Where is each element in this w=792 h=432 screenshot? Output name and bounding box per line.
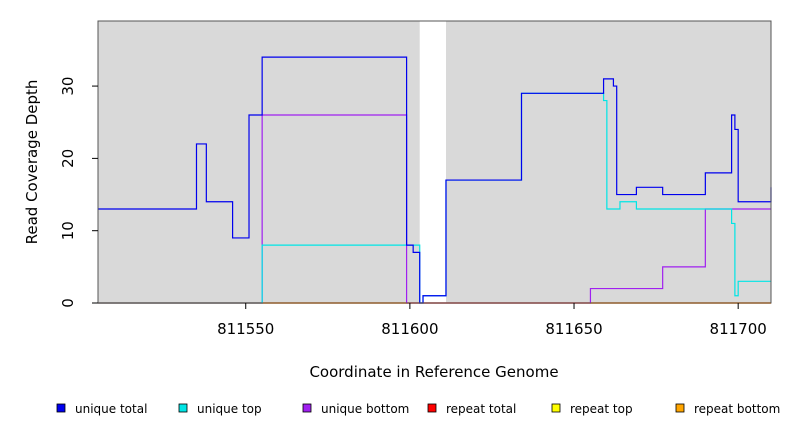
legend-swatch xyxy=(56,403,66,413)
legend-label: repeat top xyxy=(570,402,633,416)
x-tick-label: 811600 xyxy=(381,320,438,338)
legend-label: unique total xyxy=(75,402,147,416)
plot-bg-segment-0 xyxy=(98,21,420,303)
series-line-unique-total xyxy=(98,56,772,304)
legend-item-repeat-total: repeat total xyxy=(427,402,516,416)
legend-label: repeat bottom xyxy=(694,402,780,416)
y-tick-label: 20 xyxy=(59,149,77,168)
x-tick-label: 811550 xyxy=(217,320,274,338)
legend-swatch xyxy=(178,403,188,413)
legend-swatch xyxy=(427,403,437,413)
legend-swatch xyxy=(302,403,312,413)
y-tick-label: 0 xyxy=(59,298,77,308)
plot-frame xyxy=(97,20,772,304)
legend-item-repeat-top: repeat top xyxy=(551,402,633,416)
legend: unique total unique top unique bottom repea… xyxy=(56,402,780,416)
plot-background xyxy=(98,21,771,303)
legend-label: unique top xyxy=(197,402,262,416)
legend-swatch xyxy=(675,403,685,413)
x-axis: 811550 811600 811650 811700 xyxy=(217,303,767,338)
legend-item-unique-total: unique total xyxy=(56,402,147,416)
x-axis-title: Coordinate in Reference Genome xyxy=(309,363,558,381)
legend-label: unique bottom xyxy=(321,402,409,416)
x-tick-label: 811650 xyxy=(545,320,602,338)
y-tick-label: 10 xyxy=(59,221,77,240)
x-tick-label: 811700 xyxy=(710,320,767,338)
legend-item-unique-top: unique top xyxy=(178,402,262,416)
legend-label: repeat total xyxy=(446,402,516,416)
plot-bg-segment-1 xyxy=(445,21,771,303)
legend-item-unique-bottom: unique bottom xyxy=(302,402,409,416)
y-axis: 0 10 20 30 xyxy=(59,77,98,308)
legend-swatch xyxy=(551,403,561,413)
legend-item-repeat-bottom: repeat bottom xyxy=(675,402,780,416)
y-tick-label: 30 xyxy=(59,77,77,96)
y-axis-title: Read Coverage Depth xyxy=(23,80,41,245)
